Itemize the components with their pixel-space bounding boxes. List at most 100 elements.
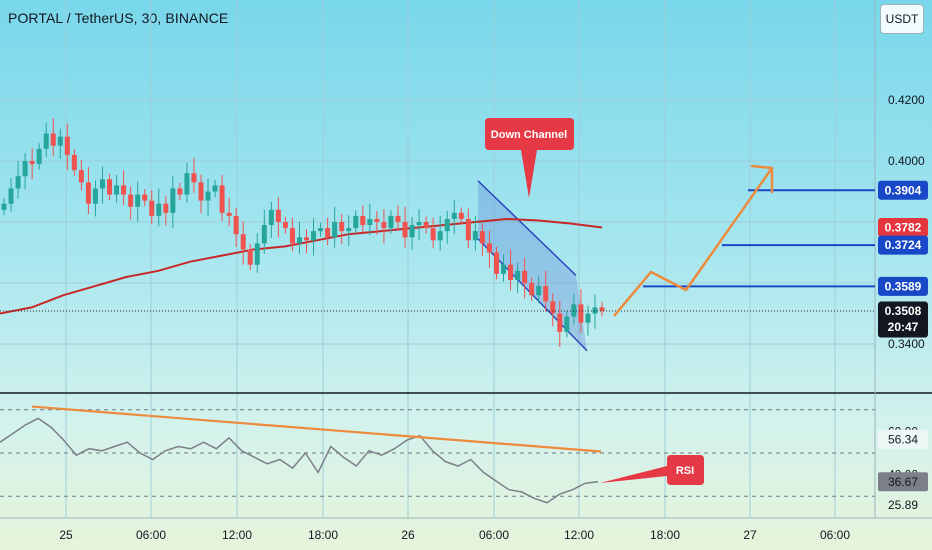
candle-body: [78, 170, 84, 183]
candle: [557, 300, 563, 348]
price-tag-label: 0.3782: [885, 220, 922, 234]
candle: [191, 157, 197, 193]
candle: [374, 211, 380, 235]
channel-upper-line[interactable]: [477, 180, 577, 276]
candle: [36, 143, 42, 170]
candle-body: [332, 222, 338, 238]
candle-body: [311, 231, 317, 241]
price-tag-current: 0.3508 20:47: [878, 301, 928, 338]
candle: [50, 118, 56, 157]
candle-body: [282, 222, 288, 229]
candle: [71, 149, 77, 176]
candle-body: [592, 307, 598, 314]
candle-body: [416, 222, 422, 226]
time-tick-label: 12:00: [222, 528, 252, 542]
candle: [149, 190, 155, 224]
candle-body: [402, 222, 408, 238]
candle-body: [430, 228, 436, 241]
candle: [22, 153, 28, 190]
candle-body: [550, 301, 556, 314]
candle-body: [8, 188, 14, 204]
candle: [395, 205, 401, 230]
time-tick-label: 26: [401, 528, 415, 542]
candle: [360, 205, 366, 233]
candle: [156, 188, 162, 227]
candle: [458, 207, 464, 225]
candle: [177, 182, 183, 201]
candle-body: [156, 203, 162, 216]
time-axis[interactable]: 25 06:00 12:00 18:00 26 06:00 12:00 18:00 27 06:0…: [59, 528, 850, 542]
candle: [135, 181, 141, 222]
candle-body: [128, 194, 134, 207]
candle-body: [557, 313, 563, 332]
candle-body: [304, 237, 310, 241]
candle-body: [92, 188, 98, 204]
candle-body: [585, 313, 591, 323]
horizontal-level-lines[interactable]: [643, 189, 875, 288]
candle-body: [318, 228, 324, 232]
candle-body: [121, 185, 127, 195]
candle: [339, 214, 345, 244]
candle-body: [142, 194, 148, 201]
candle-body: [381, 222, 387, 229]
candle: [592, 294, 598, 329]
candle: [332, 206, 338, 248]
price-tag-label: 0.3508: [885, 304, 922, 318]
candle: [325, 217, 331, 246]
candle-body: [388, 215, 394, 229]
down-channel-callout: Down Channel: [485, 118, 574, 198]
candle-body: [57, 136, 63, 146]
time-tick-label: 06:00: [820, 528, 850, 542]
candle: [233, 207, 239, 248]
candle-body: [15, 176, 21, 189]
candle-body: [536, 286, 542, 296]
candle-body: [107, 179, 113, 195]
price-tick-label: 0.4000: [888, 154, 925, 168]
candle: [402, 206, 408, 248]
candle: [423, 216, 429, 234]
candle: [99, 166, 105, 204]
candle-body: [85, 182, 91, 204]
candle: [128, 186, 134, 220]
price-axis[interactable]: 0.4200 0.4000 0.3400 0.3904 0.3782 0.3724 0.35…: [878, 93, 928, 512]
candle-body: [437, 231, 443, 241]
candle-body: [261, 225, 267, 244]
candle: [57, 128, 63, 159]
candle: [381, 209, 387, 244]
candle: [142, 189, 148, 207]
currency-selector-button[interactable]: USDT: [880, 4, 924, 34]
candle: [29, 148, 35, 180]
candle-body: [254, 243, 260, 265]
candle-body: [571, 304, 577, 317]
candle-body: [599, 307, 605, 312]
candle: [282, 216, 288, 234]
candle: [64, 123, 70, 171]
candle: [416, 209, 422, 241]
candle-body: [522, 270, 528, 283]
rsi-tag-label: 56.34: [888, 432, 918, 446]
time-tick-label: 06:00: [479, 528, 509, 542]
candle: [85, 167, 91, 215]
candle: [571, 293, 577, 325]
candle: [479, 223, 485, 257]
candle: [465, 208, 471, 249]
candle: [515, 262, 521, 293]
rsi-trendline[interactable]: [31, 405, 602, 453]
candle-body: [472, 231, 478, 241]
candle-body: [564, 316, 570, 332]
candle: [226, 197, 232, 227]
candle: [451, 200, 457, 235]
candle-body: [247, 249, 253, 265]
time-tick-label: 06:00: [136, 528, 166, 542]
projection-path-drawing[interactable]: [613, 164, 774, 317]
candle: [15, 161, 21, 199]
candle-body: [458, 212, 464, 219]
candle-body: [493, 252, 499, 274]
rsi-tag-bg: [878, 429, 928, 449]
projection-path[interactable]: [613, 167, 774, 317]
price-tag-label: 0.3589: [885, 279, 922, 293]
rsi-callout: RSI: [600, 455, 704, 485]
candle-body: [465, 218, 471, 241]
price-tag-level: 0.3724: [878, 235, 928, 255]
